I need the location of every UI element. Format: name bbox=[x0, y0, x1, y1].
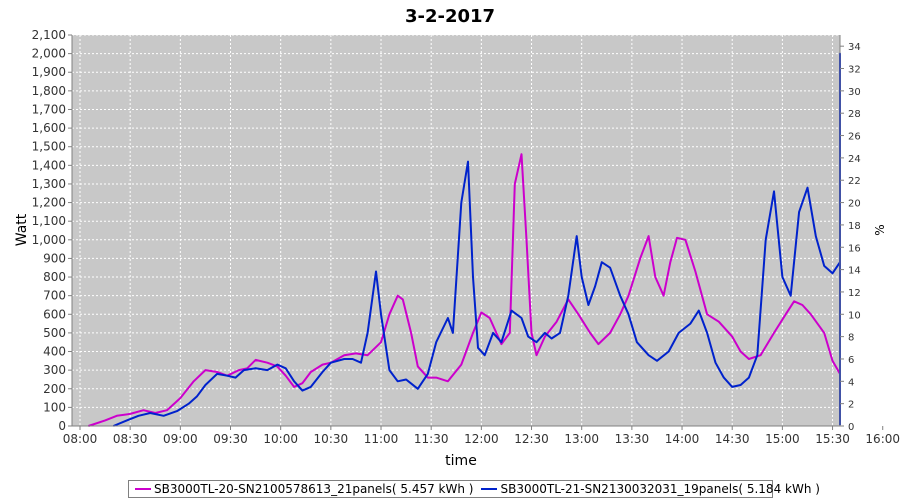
y-tick-label: 0 bbox=[58, 419, 66, 433]
x-tick-label: 10:30 bbox=[314, 432, 349, 446]
y-tick-label: 2,100 bbox=[32, 28, 66, 42]
y-axis-label: Watt bbox=[14, 213, 30, 246]
x-tick-label: 15:00 bbox=[765, 432, 800, 446]
x-axis-label: time bbox=[445, 453, 477, 469]
y2-tick-label: 0 bbox=[848, 422, 854, 433]
x-tick-label: 11:30 bbox=[414, 432, 449, 446]
x-tick-label: 09:00 bbox=[163, 432, 198, 446]
plot-background bbox=[72, 35, 840, 426]
y-tick-label: 1,100 bbox=[32, 214, 66, 228]
y-tick-label: 300 bbox=[43, 363, 66, 377]
y-tick-label: 1,900 bbox=[32, 65, 66, 79]
y2-tick-label: 26 bbox=[848, 132, 861, 143]
x-tick-label: 14:30 bbox=[715, 432, 750, 446]
y2-tick-label: 8 bbox=[848, 333, 854, 344]
y-tick-label: 1,700 bbox=[32, 102, 66, 116]
y2-tick-label: 14 bbox=[848, 266, 861, 277]
y-tick-label: 400 bbox=[43, 345, 66, 359]
y-tick-label: 2,000 bbox=[32, 47, 66, 61]
y2-tick-label: 24 bbox=[848, 154, 861, 165]
axes: 01002003004005006007008009001,0001,1001,… bbox=[32, 28, 900, 446]
x-tick-label: 16:00 bbox=[865, 432, 900, 446]
y2-tick-label: 30 bbox=[848, 87, 861, 98]
y2-tick-label: 32 bbox=[848, 65, 861, 76]
legend-swatch-series-1 bbox=[135, 488, 151, 490]
y2-tick-label: 16 bbox=[848, 243, 861, 254]
grid-lines bbox=[72, 34, 884, 426]
y-tick-label: 100 bbox=[43, 400, 66, 414]
x-tick-label: 10:00 bbox=[263, 432, 298, 446]
y-tick-label: 1,400 bbox=[32, 158, 66, 172]
y-tick-label: 800 bbox=[43, 270, 66, 284]
y2-tick-label: 6 bbox=[848, 355, 854, 366]
x-tick-label: 13:00 bbox=[564, 432, 599, 446]
legend-item-series-1: SB3000TL-20-SN2100578613_21panels( 5.457… bbox=[135, 482, 473, 496]
legend-item-series-2: SB3000TL-21-SN2130032031_19panels( 5.184… bbox=[481, 482, 820, 496]
y2-tick-label: 2 bbox=[848, 400, 854, 411]
x-tick-label: 11:00 bbox=[364, 432, 399, 446]
y-tick-label: 1,600 bbox=[32, 121, 66, 135]
legend-label-series-2: SB3000TL-21-SN2130032031_19panels( 5.184… bbox=[500, 482, 820, 496]
y2-tick-label: 34 bbox=[848, 42, 861, 53]
y2-tick-label: 20 bbox=[848, 199, 861, 210]
x-tick-label: 12:00 bbox=[464, 432, 499, 446]
y2-tick-label: 28 bbox=[848, 109, 861, 120]
y-tick-label: 600 bbox=[43, 307, 66, 321]
x-tick-label: 12:30 bbox=[514, 432, 549, 446]
x-tick-label: 09:30 bbox=[213, 432, 248, 446]
y-tick-label: 1,300 bbox=[32, 177, 66, 191]
y2-tick-label: 4 bbox=[848, 377, 854, 388]
legend: SB3000TL-20-SN2100578613_21panels( 5.457… bbox=[128, 480, 820, 498]
y2-tick-label: 10 bbox=[848, 310, 861, 321]
y2-axis-label: % bbox=[873, 224, 887, 235]
y-tick-label: 200 bbox=[43, 382, 66, 396]
y2-tick-label: 22 bbox=[848, 176, 861, 187]
y-tick-label: 1,500 bbox=[32, 140, 66, 154]
x-tick-label: 13:30 bbox=[615, 432, 650, 446]
x-tick-label: 08:30 bbox=[113, 432, 148, 446]
y2-tick-label: 12 bbox=[848, 288, 861, 299]
x-tick-label: 15:30 bbox=[815, 432, 850, 446]
y-tick-label: 1,800 bbox=[32, 84, 66, 98]
chart-title: 3-2-2017 bbox=[405, 6, 495, 27]
y-tick-label: 1,200 bbox=[32, 196, 66, 210]
y-tick-label: 700 bbox=[43, 289, 66, 303]
x-tick-label: 08:00 bbox=[63, 432, 98, 446]
legend-label-series-1: SB3000TL-20-SN2100578613_21panels( 5.457… bbox=[154, 482, 474, 496]
legend-swatch-series-2 bbox=[481, 488, 498, 490]
y-tick-label: 900 bbox=[43, 251, 66, 265]
y-tick-label: 1,000 bbox=[32, 233, 66, 247]
x-tick-label: 14:00 bbox=[665, 432, 700, 446]
y-tick-label: 500 bbox=[43, 326, 66, 340]
chart-svg: 3-2-2017 01002003004005006007008009001,0… bbox=[14, 6, 900, 469]
y2-tick-label: 18 bbox=[848, 221, 861, 232]
